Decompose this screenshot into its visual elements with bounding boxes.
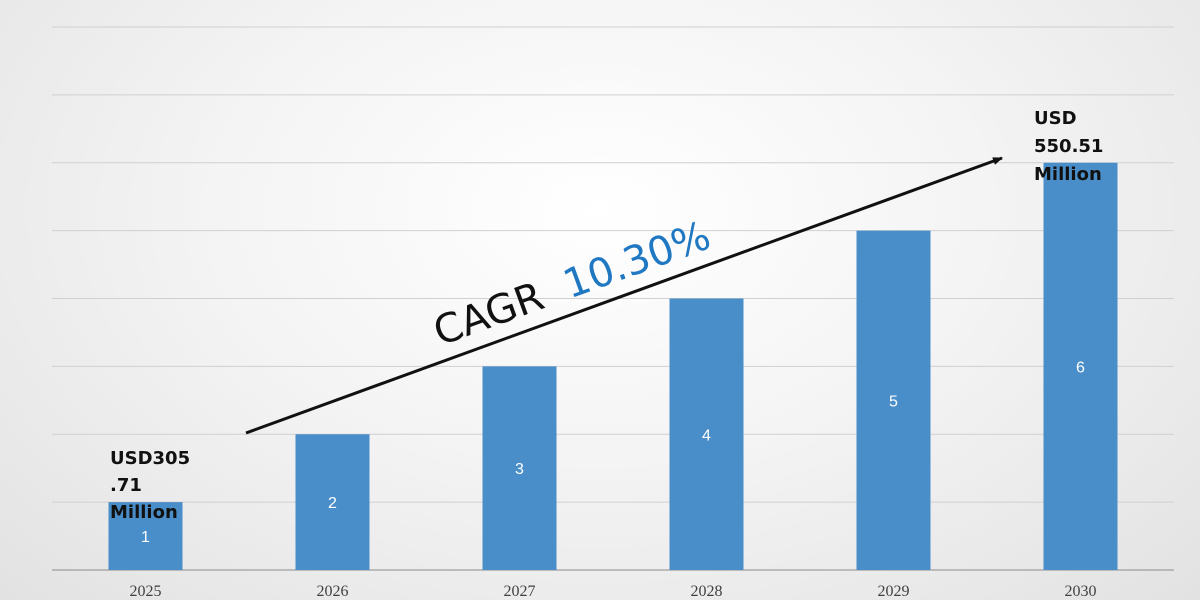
x-tick-label: 2030: [1065, 583, 1097, 600]
bar-2026: [295, 434, 370, 570]
x-tick-label: 2027: [504, 583, 536, 600]
end-annotation-line-2: 550.51: [1034, 136, 1103, 157]
bar-value-label: 6: [1076, 359, 1085, 376]
bar-2025: [108, 502, 183, 570]
cagr-value: 10.30%: [557, 213, 716, 308]
start-annotation-line-1: USD305: [110, 448, 190, 469]
bar-2029: [856, 230, 931, 570]
x-tick-label: 2029: [878, 583, 910, 600]
x-tick-label: 2025: [130, 583, 162, 600]
start-value-annotation: USD305 .71 Million: [110, 448, 196, 523]
bar-value-label: 1: [141, 529, 150, 546]
bars: 1 2 3 4 5 6: [108, 162, 1118, 570]
end-annotation-line-3: Million: [1034, 164, 1102, 185]
x-tick-label: 2026: [317, 583, 349, 600]
bar-value-label: 3: [515, 461, 524, 478]
cagr-arrow: [245, 156, 1003, 435]
end-value-annotation: USD 550.51 Million: [1034, 108, 1110, 185]
bar-value-label: 4: [702, 427, 711, 444]
start-annotation-line-3: Million: [110, 502, 178, 523]
bar-2030: [1043, 162, 1118, 570]
x-axis-ticks: 2025 2026 2027 2028 2029 2030: [130, 583, 1097, 600]
end-annotation-line-1: USD: [1034, 108, 1077, 129]
bar-value-label: 2: [328, 495, 337, 512]
x-tick-label: 2028: [691, 583, 723, 600]
bar-2027: [482, 366, 557, 570]
gridlines: [52, 26, 1174, 571]
bar-value-label: 5: [889, 393, 898, 410]
start-annotation-line-2: .71: [110, 475, 142, 496]
bar-2028: [669, 298, 744, 570]
